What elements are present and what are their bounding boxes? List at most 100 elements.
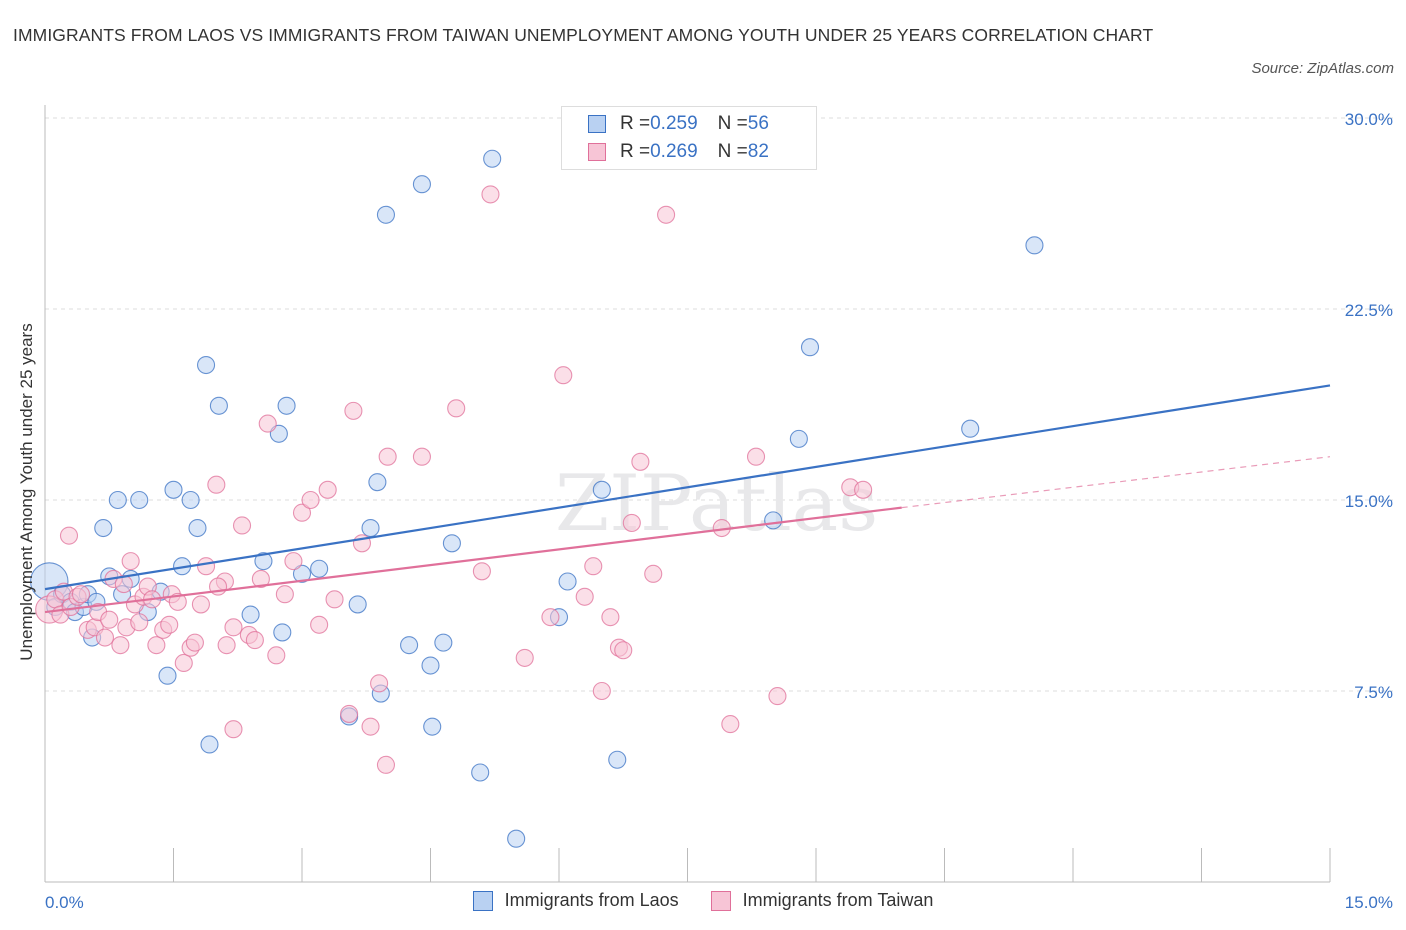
series-legend-laos[interactable]: Immigrants from Laos: [472, 890, 679, 911]
taiwan-point: [284, 552, 303, 571]
taiwan-point: [251, 569, 270, 588]
taiwan-point: [258, 414, 277, 433]
laos-point: [200, 735, 219, 754]
laos-point: [158, 666, 177, 685]
laos-point: [434, 633, 453, 652]
legend-r-label: R =: [620, 141, 651, 162]
laos-point: [412, 175, 431, 194]
series-legend: Immigrants from Laos Immigrants from Tai…: [0, 890, 1406, 911]
laos-point: [292, 564, 312, 583]
laos-point: [800, 338, 820, 357]
laos-point: [764, 511, 783, 530]
series-legend-label: Immigrants from Laos: [504, 890, 679, 910]
taiwan-point: [376, 755, 396, 774]
taiwan-point: [191, 595, 210, 614]
source-label: Source: ZipAtlas.com: [1251, 60, 1394, 77]
laos-point: [94, 518, 113, 538]
taiwan-point: [224, 618, 243, 637]
taiwan-point: [746, 447, 766, 466]
taiwan-point: [168, 592, 187, 611]
gridlines: [45, 117, 1395, 692]
laos-point: [483, 149, 502, 168]
taiwan-point: [232, 516, 252, 535]
laos-point: [376, 205, 396, 224]
taiwan-point: [160, 615, 179, 634]
taiwan-point: [121, 552, 140, 571]
laos-trend-line: [44, 384, 1331, 591]
chart-title: IMMIGRANTS FROM LAOS VS IMMIGRANTS FROM …: [13, 25, 1154, 45]
legend-n-label: N =: [717, 113, 748, 134]
taiwan-point: [100, 610, 119, 629]
taiwan-point: [554, 366, 573, 385]
laos-point: [269, 424, 288, 443]
taiwan-point: [111, 636, 130, 655]
taiwan-point: [541, 608, 560, 627]
laos-point: [310, 559, 329, 578]
laos-point: [188, 518, 207, 538]
correlation-legend: R = 0.259 N = 56 R = 0.269 N = 82: [561, 106, 817, 170]
laos-point: [254, 552, 273, 571]
laos-point: [368, 473, 387, 492]
laos-point: [471, 763, 490, 782]
legend-swatch-laos: [472, 890, 493, 911]
y-axis-label: Unemployment Among Youth under 25 years: [17, 323, 36, 661]
laos-point: [197, 355, 216, 375]
taiwan-point: [644, 564, 663, 583]
taiwan-point: [412, 447, 431, 466]
taiwan-point: [301, 490, 320, 510]
taiwan-point: [592, 681, 611, 701]
laos-point: [507, 829, 526, 848]
taiwan-point: [325, 590, 344, 609]
taiwan-point: [310, 615, 329, 634]
tick-labels: 7.5% 15.0% 22.5% 30.0% 0.0% 15.0%: [45, 110, 1393, 912]
laos-point: [592, 480, 611, 499]
laos-point: [273, 623, 292, 642]
legend-row-laos: R = 0.259 N = 56: [588, 113, 769, 135]
laos-point: [164, 480, 183, 499]
taiwan-point: [217, 636, 236, 655]
taiwan-point: [472, 562, 491, 581]
laos-point: [1025, 236, 1044, 255]
taiwan-point: [95, 628, 115, 647]
taiwan-point: [622, 513, 641, 532]
axes: [44, 105, 1331, 883]
laos-point: [181, 490, 200, 510]
taiwan-point: [59, 526, 79, 545]
taiwan-point: [224, 720, 243, 739]
laos-point: [130, 490, 149, 510]
legend-n-value: 56: [747, 113, 769, 134]
laos-point: [241, 605, 260, 624]
laos-point: [423, 717, 442, 736]
taiwan-point: [130, 613, 149, 632]
laos-point: [400, 636, 419, 655]
taiwan-point: [447, 399, 466, 418]
data-points: [30, 149, 1044, 848]
taiwan-point: [575, 587, 594, 606]
taiwan-point: [267, 646, 286, 665]
taiwan-point: [207, 475, 226, 494]
taiwan-point: [614, 641, 633, 660]
taiwan-point: [361, 717, 380, 736]
taiwan-point: [147, 636, 166, 655]
taiwan-point: [370, 674, 389, 693]
taiwan-point: [292, 503, 312, 522]
legend-swatch-taiwan: [710, 890, 731, 911]
y-tick-label: 22.5%: [1345, 301, 1393, 320]
laos-point: [361, 518, 380, 538]
y-tick-label: 7.5%: [1354, 683, 1393, 702]
taiwan-point: [601, 608, 620, 627]
legend-n-label: N =: [717, 141, 748, 162]
taiwan-point: [71, 585, 91, 604]
legend-swatch-taiwan: [588, 143, 606, 161]
series-legend-taiwan[interactable]: Immigrants from Taiwan: [710, 890, 934, 911]
laos-point: [608, 750, 627, 769]
laos-point: [277, 396, 296, 415]
laos-point: [209, 396, 228, 415]
laos-point: [789, 429, 808, 448]
laos-point: [558, 572, 577, 591]
watermark: ZIPatlas: [555, 459, 878, 549]
laos-point: [961, 419, 980, 438]
taiwan-point: [584, 557, 603, 576]
taiwan-point: [344, 401, 363, 420]
series-legend-label: Immigrants from Taiwan: [742, 890, 934, 910]
